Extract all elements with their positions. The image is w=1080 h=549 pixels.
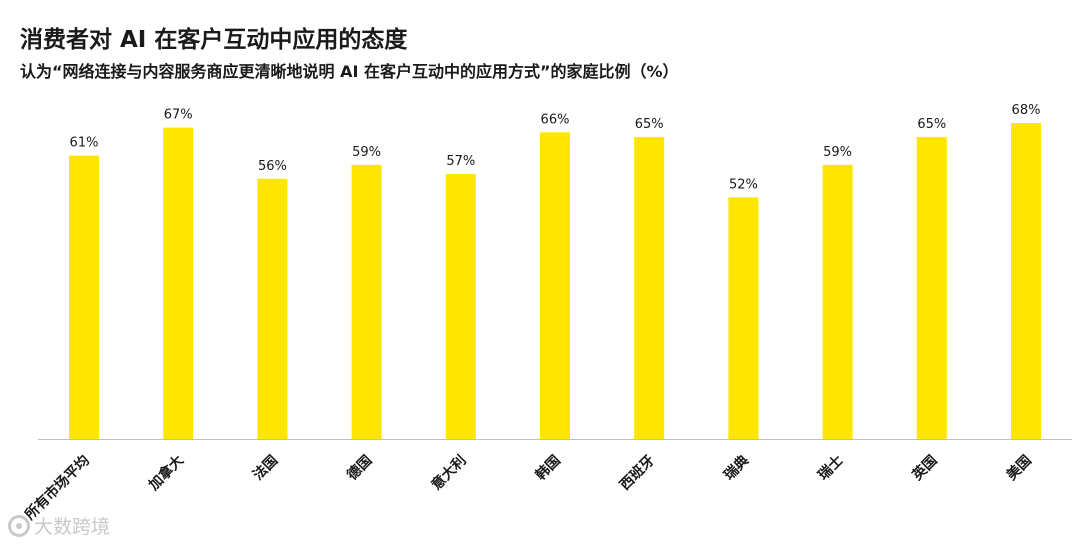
bar-3 bbox=[351, 164, 382, 439]
category-label-8: 瑞士 bbox=[815, 452, 847, 484]
watermark-text: 大数跨境 bbox=[34, 516, 111, 538]
data-label-2: 56% bbox=[258, 159, 287, 174]
category-label-5: 韩国 bbox=[532, 452, 564, 484]
category-label-3: 德国 bbox=[344, 452, 376, 484]
category-label-1: 加拿大 bbox=[145, 452, 187, 494]
category-label-4: 意大利 bbox=[428, 452, 470, 494]
bar-9 bbox=[916, 136, 947, 440]
data-label-1: 67% bbox=[164, 108, 193, 123]
logo-circle-icon bbox=[8, 514, 30, 537]
data-label-5: 66% bbox=[541, 112, 570, 127]
category-label-10: 美国 bbox=[1003, 452, 1035, 484]
data-label-0: 61% bbox=[70, 136, 99, 151]
bar-0 bbox=[69, 155, 99, 439]
bar-2 bbox=[257, 178, 288, 439]
category-label-2: 法国 bbox=[249, 452, 281, 484]
watermark: 大数跨境 bbox=[8, 512, 110, 539]
bar-1 bbox=[163, 127, 194, 439]
data-label-10: 68% bbox=[1012, 103, 1041, 118]
bar-7 bbox=[728, 197, 759, 439]
bar-4 bbox=[445, 174, 476, 439]
category-label-9: 英国 bbox=[908, 452, 941, 485]
data-label-9: 65% bbox=[917, 117, 946, 132]
category-label-6: 西班牙 bbox=[616, 452, 658, 494]
chart-title: 消费者对 AI 在客户互动中应用的态度 bbox=[20, 27, 408, 53]
chart-subtitle: 认为“网络连接与内容服务商应更清晰地说明 AI 在客户互动中的应用方式”的家庭比… bbox=[20, 62, 679, 81]
data-label-3: 59% bbox=[352, 145, 381, 160]
category-label-7: 瑞典 bbox=[720, 452, 752, 484]
data-label-6: 65% bbox=[635, 117, 664, 132]
bar-6 bbox=[634, 136, 665, 440]
bar-10 bbox=[1011, 123, 1041, 439]
data-label-8: 59% bbox=[823, 145, 852, 160]
bar-5 bbox=[540, 132, 570, 439]
data-label-7: 52% bbox=[729, 177, 758, 192]
bar-8 bbox=[822, 164, 853, 439]
data-label-4: 57% bbox=[446, 154, 475, 169]
